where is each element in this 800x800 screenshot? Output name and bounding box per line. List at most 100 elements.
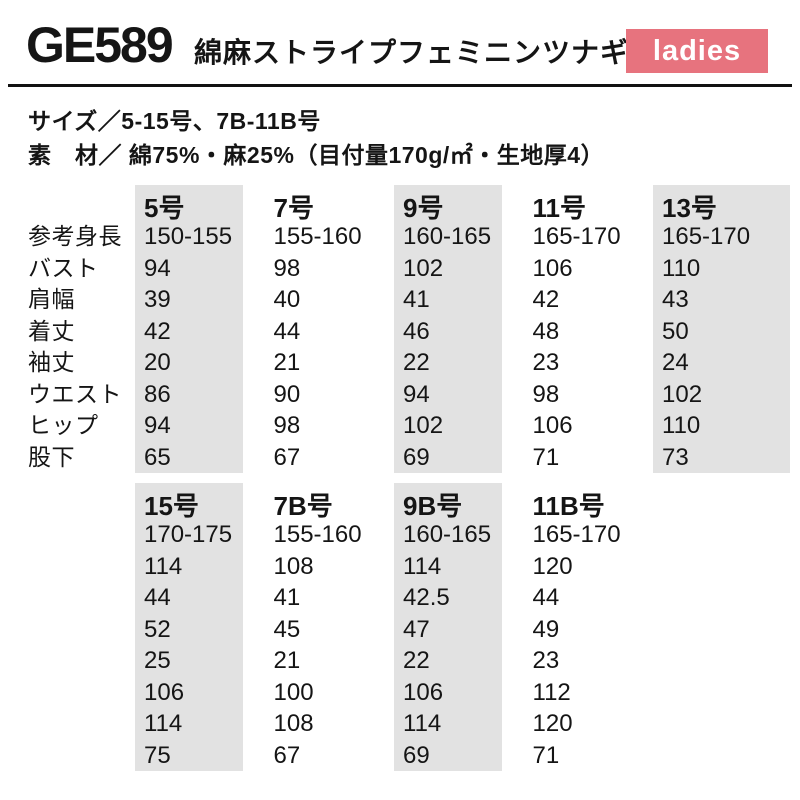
size-column-9号: 9号 160-165 102 41 46 22 94 102 69: [394, 185, 502, 473]
measurement-value: 67: [273, 741, 301, 769]
measurement-value: 114: [144, 552, 183, 580]
measurement-label: 袖丈: [28, 349, 75, 375]
measurement-value: 42: [532, 286, 560, 313]
measurement-value: 22: [403, 349, 430, 376]
size-column-13号: 13号 165-170 110 43 50 24 102 110 73: [653, 185, 790, 473]
size-column-15号: 15号 170-175 114 44 52 25 106 114 75: [135, 483, 243, 771]
measurement-value: 49: [532, 615, 560, 643]
measurement-value: 108: [273, 552, 314, 580]
measurement-value: 44: [144, 584, 171, 611]
product-code: GE589: [26, 17, 174, 73]
measurement-value: 98: [273, 412, 301, 439]
measurement-value: 106: [144, 678, 185, 706]
measurement-value: 106: [403, 678, 444, 706]
measurement-value: 52: [144, 615, 171, 643]
size-column-7B号: 7B号 155-160 108 41 45 21 100 108 67: [265, 483, 373, 771]
measurement-label: 股下: [28, 443, 75, 470]
measurement-value: 71: [532, 741, 560, 769]
size-column-11号: 11号 165-170 106 42 48 23 98 106 71: [524, 185, 632, 473]
measurement-value: 165-170: [532, 223, 621, 250]
measurement-value: 170-175: [144, 521, 233, 548]
size-column-7号: 7号 155-160 98 40 44 21 90 98 67: [265, 185, 373, 473]
size-column-header: 11B号: [532, 491, 605, 521]
measurement-value: 160-165: [403, 223, 492, 250]
measurement-value: 114: [144, 710, 183, 737]
measurement-value: 120: [532, 710, 573, 737]
measurement-label: ウエスト: [28, 380, 122, 407]
measurement-value: 65: [144, 443, 171, 471]
size-range-line: サイズ／5-15号、7B-11B号: [28, 108, 321, 134]
measurement-value: 165-170: [532, 521, 621, 548]
measurement-value: 86: [144, 380, 171, 408]
measurement-value: 43: [662, 286, 689, 313]
measurement-value: 110: [662, 412, 701, 439]
measurement-value: 112: [532, 678, 571, 706]
size-column-11B号: 11B号 165-170 120 44 49 23 112 120 71: [524, 483, 632, 771]
measurement-value: 160-165: [403, 521, 492, 548]
measurement-value: 25: [144, 647, 171, 674]
measurement-value: 48: [532, 317, 560, 345]
measurement-value: 44: [532, 584, 560, 611]
measurement-value: 102: [403, 254, 444, 282]
measurement-value: 71: [532, 443, 560, 471]
measurement-value: 102: [662, 380, 703, 408]
measurement-label-column: 参考身長 バスト 肩幅 着丈 袖丈 ウエスト ヒップ 股下: [28, 185, 135, 473]
measurement-label: 着丈: [28, 317, 75, 344]
measurement-value: 110: [662, 254, 701, 282]
measurement-value: 73: [662, 443, 689, 471]
measurement-value: 41: [403, 286, 430, 313]
size-table-lower: 15号 170-175 114 44 52 25 106 114 75 7B号 155-160 108…: [28, 483, 653, 771]
size-table-upper: 参考身長 バスト 肩幅 着丈 袖丈 ウエスト ヒップ 股下 5号 150-155 94 39 42 20…: [28, 185, 790, 473]
product-name: 綿麻ストライプフェミニンツナギ: [194, 37, 630, 68]
measurement-value: 150-155: [144, 223, 233, 250]
measurement-value: 90: [273, 380, 301, 408]
measurement-value: 50: [662, 317, 689, 345]
size-column-header: 15号: [144, 491, 199, 521]
material-line: 素 材／ 綿75%・麻25%（目付量170g/㎡・生地厚4）: [28, 142, 605, 168]
measurement-value: 21: [273, 647, 301, 674]
measurement-label: 参考身長: [28, 223, 122, 249]
measurement-value: 47: [403, 615, 430, 643]
measurement-value: 23: [532, 647, 560, 674]
measurement-label: 肩幅: [28, 286, 75, 312]
measurement-value: 120: [532, 552, 573, 580]
measurement-value: 94: [403, 380, 430, 408]
measurement-value: 44: [273, 317, 301, 345]
size-column-header: 11号: [532, 193, 587, 223]
measurement-label: ヒップ: [28, 412, 99, 438]
size-column-5号: 5号 150-155 94 39 42 20 86 94 65: [135, 185, 243, 473]
measurement-value: 42.5: [403, 584, 450, 611]
measurement-value: 155-160: [273, 521, 362, 548]
measurement-value: 24: [662, 349, 689, 376]
measurement-value: 106: [532, 412, 573, 439]
measurement-value: 165-170: [662, 223, 751, 250]
measurement-value: 94: [144, 254, 171, 282]
measurement-value: 42: [144, 317, 171, 345]
measurement-value: 114: [403, 552, 442, 580]
measurement-value: 39: [144, 286, 171, 313]
measurement-value: 20: [144, 349, 171, 376]
size-column-header: 5号: [144, 193, 185, 223]
measurement-value: 21: [273, 349, 301, 376]
measurement-value: 98: [273, 254, 301, 282]
size-column-header: 7B号: [273, 491, 333, 521]
measurement-value: 75: [144, 741, 171, 769]
measurement-value: 94: [144, 412, 171, 439]
measurement-value: 45: [273, 615, 301, 643]
size-column-9B号: 9B号 160-165 114 42.5 47 22 106 114 69: [394, 483, 502, 771]
measurement-value: 69: [403, 741, 430, 769]
measurement-value: 69: [403, 443, 430, 471]
measurement-value: 67: [273, 443, 301, 471]
measurement-value: 155-160: [273, 223, 362, 250]
ladies-badge: ladies: [626, 29, 768, 73]
size-column-header: 9B号: [403, 491, 463, 521]
measurement-label-column-empty: [28, 483, 135, 519]
measurement-value: 114: [403, 710, 442, 737]
size-column-header: 7号: [273, 193, 314, 223]
size-column-header: 13号: [662, 193, 717, 223]
measurement-value: 40: [273, 286, 301, 313]
measurement-value: 102: [403, 412, 444, 439]
measurement-value: 98: [532, 380, 560, 408]
header-divider: [8, 84, 792, 87]
